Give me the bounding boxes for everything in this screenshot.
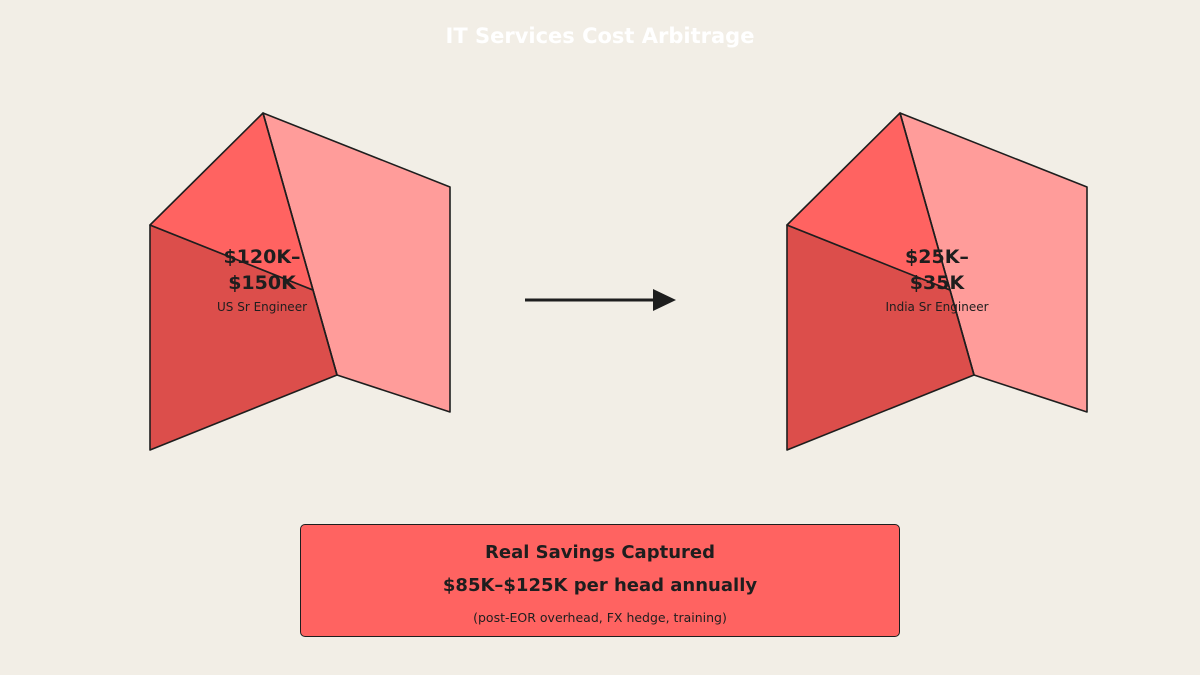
savings-callout: Real Savings Captured $85K–$125K per hea… [300,524,900,637]
us-cost-caption: US Sr Engineer [216,300,308,314]
arrow-head-icon [653,289,676,311]
diagram-title: IT Services Cost Arbitrage [445,24,755,48]
savings-heading: Real Savings Captured [485,542,715,563]
india-cost-caption: India Sr Engineer [885,300,989,314]
india-cost-value-line2: $35K [909,272,965,294]
us-cost-value-line2: $150K [228,272,296,294]
arbitrage-arrow [525,289,676,311]
india-cost-block [786,112,1088,451]
us-cost-value-line1: $120K– [223,246,301,268]
india-cost-label: $25K– $35K India Sr Engineer [837,244,1037,314]
savings-value: $85K–$125K per head annually [442,575,758,596]
us-cost-label: $120K– $150K US Sr Engineer [162,244,362,314]
savings-note: (post-EOR overhead, FX hedge, training) [473,610,727,625]
india-cost-value-line1: $25K– [905,246,969,268]
